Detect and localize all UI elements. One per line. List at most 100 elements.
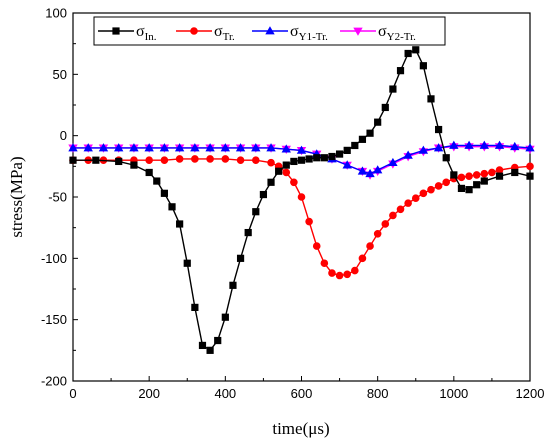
data-point <box>449 140 459 149</box>
x-tick-label: 200 <box>138 386 160 401</box>
data-point <box>365 168 375 178</box>
axes-ticks: 0 200 400 600 800 1000 1200 -200 -150 -100 -50 0 50 1… <box>41 6 544 402</box>
data-point <box>457 184 466 193</box>
data-point <box>442 178 451 187</box>
y-axis-label: stress(MPa) <box>7 156 26 237</box>
data-point <box>450 171 458 179</box>
data-point <box>266 143 276 152</box>
data-point <box>404 199 412 207</box>
data-point <box>69 156 77 164</box>
data-point <box>290 178 298 187</box>
data-point <box>412 46 420 54</box>
data-point <box>343 146 351 154</box>
data-point <box>526 172 534 180</box>
x-tick-label: 400 <box>214 386 236 401</box>
data-point <box>190 143 200 152</box>
data-point <box>374 118 382 126</box>
data-point <box>388 157 398 167</box>
data-point <box>282 161 290 169</box>
data-point <box>396 67 405 75</box>
data-point <box>495 172 504 180</box>
x-axis-label: time(μs) <box>272 419 329 438</box>
series-tr <box>69 155 534 280</box>
legend: σIn. σTr. σY1-Tr. σY2-Tr. <box>93 16 446 46</box>
data-point <box>114 143 124 152</box>
data-point <box>328 152 336 161</box>
legend-marker <box>353 27 363 36</box>
data-point <box>312 242 321 250</box>
legend-label: σTr. <box>214 23 235 43</box>
data-point <box>373 230 382 238</box>
y-tick-label: -100 <box>41 251 67 266</box>
x-tick-label: 1200 <box>516 386 545 401</box>
data-point <box>480 177 488 185</box>
legend-label: σIn. <box>136 23 157 43</box>
data-point <box>442 154 450 162</box>
data-point <box>267 178 275 186</box>
data-point <box>328 269 336 277</box>
data-point <box>472 171 481 179</box>
data-point <box>411 194 420 203</box>
data-point <box>419 189 428 198</box>
data-point <box>176 220 184 228</box>
data-point <box>130 161 138 169</box>
data-point <box>366 242 374 250</box>
data-point <box>168 203 176 211</box>
x-tick-label: 1000 <box>439 386 468 401</box>
legend-marker <box>190 27 198 35</box>
legend-item: σY1-Tr. <box>252 23 328 43</box>
data-point <box>236 254 245 262</box>
data-point <box>389 211 397 220</box>
data-point <box>174 143 185 152</box>
x-tick-label: 600 <box>291 386 313 401</box>
data-point <box>434 182 443 190</box>
data-point <box>198 341 207 350</box>
data-point <box>488 168 496 177</box>
data-point <box>214 336 222 345</box>
y-tick-label: -150 <box>41 312 67 327</box>
data-point <box>525 143 535 152</box>
data-point <box>229 281 237 289</box>
data-point <box>357 166 368 175</box>
data-point <box>305 217 313 226</box>
data-point <box>244 228 252 237</box>
data-point <box>335 150 344 158</box>
data-point <box>83 143 93 152</box>
data-point <box>236 156 245 165</box>
data-point <box>366 129 374 137</box>
legend-marker <box>265 26 275 35</box>
data-point <box>290 157 298 166</box>
y-tick-label: 0 <box>60 128 67 143</box>
data-point <box>160 189 168 197</box>
data-point <box>191 303 199 312</box>
data-point <box>526 162 534 171</box>
data-point <box>297 193 306 201</box>
data-point <box>206 346 214 354</box>
data-point <box>220 143 231 152</box>
data-point <box>358 135 367 143</box>
data-point <box>358 254 367 263</box>
data-point <box>479 140 489 149</box>
data-point <box>419 62 427 70</box>
data-point <box>511 168 519 177</box>
legend-box <box>93 16 446 46</box>
data-point <box>510 141 520 151</box>
data-point <box>221 155 230 163</box>
legend-marker <box>112 27 120 35</box>
data-point <box>145 156 153 165</box>
data-point <box>396 205 405 214</box>
data-point <box>145 168 153 177</box>
data-point <box>115 157 123 166</box>
data-point <box>252 156 260 165</box>
data-point <box>191 155 199 163</box>
y-tick-label: 50 <box>53 67 67 82</box>
legend-label: σY1-Tr. <box>290 23 328 43</box>
data-point <box>305 155 313 163</box>
data-point <box>434 125 443 134</box>
data-point <box>153 177 161 185</box>
data-point <box>418 145 429 154</box>
data-point <box>427 185 435 194</box>
data-point <box>160 156 169 165</box>
y-tick-label: -50 <box>48 190 67 205</box>
